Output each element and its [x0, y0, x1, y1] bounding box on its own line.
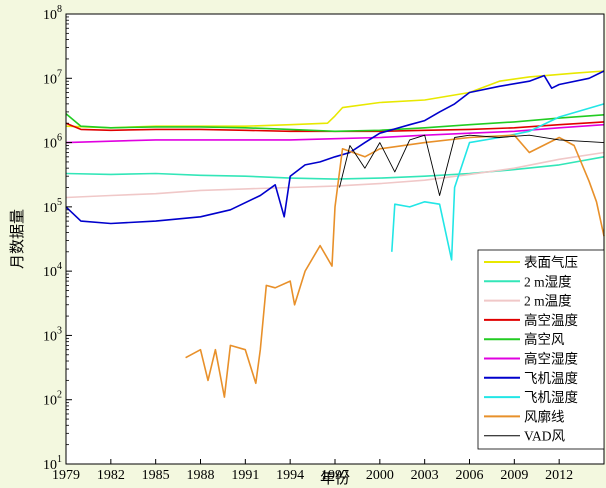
- x-tick-label: 2012: [545, 468, 573, 483]
- legend-label: 表面气压: [524, 255, 578, 270]
- series-line: [65, 123, 605, 144]
- series-lines: [65, 70, 605, 398]
- legend-label: 2 m温度: [524, 294, 572, 309]
- legend-label: 高空温度: [524, 312, 578, 328]
- y-tick-label: 107: [43, 68, 62, 87]
- x-tick-label: 1991: [231, 468, 259, 483]
- series-line: [65, 70, 605, 225]
- series-line: [65, 113, 605, 133]
- series-line: [65, 121, 605, 133]
- x-tick-label: 1994: [276, 468, 304, 483]
- x-tick-label: 1985: [142, 468, 170, 483]
- series-line: [339, 134, 605, 196]
- x-tick-label: 1979: [52, 468, 80, 483]
- legend-label: 2 m湿度: [524, 274, 572, 289]
- x-tick-label: 2006: [456, 468, 484, 483]
- y-tick-label: 106: [43, 133, 62, 152]
- y-axis-ticks: 101 102 103 104 105 106 107 108: [43, 4, 72, 473]
- series-line: [65, 151, 605, 199]
- legend-label: 高空湿度: [524, 351, 578, 367]
- y-axis-label: 月数据量: [9, 209, 26, 269]
- y-tick-label: 102: [43, 390, 62, 409]
- legend-label: 飞机温度: [524, 371, 578, 386]
- y-tick-label: 101: [43, 454, 62, 473]
- x-tick-label: 2003: [411, 468, 439, 483]
- y-tick-label: 105: [43, 197, 62, 216]
- x-tick-label: 1997: [321, 468, 349, 483]
- y-tick-label: 108: [43, 4, 62, 23]
- legend-label: VAD风: [524, 429, 566, 444]
- x-tick-label: 2000: [366, 468, 394, 483]
- legend-label: 飞机湿度: [524, 390, 578, 405]
- y-tick-label: 103: [43, 325, 62, 344]
- series-line: [185, 134, 605, 398]
- legend-label: 风廓线: [524, 408, 565, 424]
- x-tick-label: 1988: [187, 468, 215, 483]
- x-axis-ticks: 1979 1982 1985 1988 1991 1994 1997 2000 2003 2006…: [52, 459, 573, 483]
- legend-label: 高空风: [524, 331, 565, 347]
- series-line: [65, 156, 605, 180]
- x-tick-label: 2009: [500, 468, 528, 483]
- y-tick-label: 104: [43, 261, 62, 280]
- x-axis-label: 年份: [320, 470, 350, 487]
- x-tick-label: 1982: [97, 468, 125, 483]
- series-line: [391, 103, 605, 261]
